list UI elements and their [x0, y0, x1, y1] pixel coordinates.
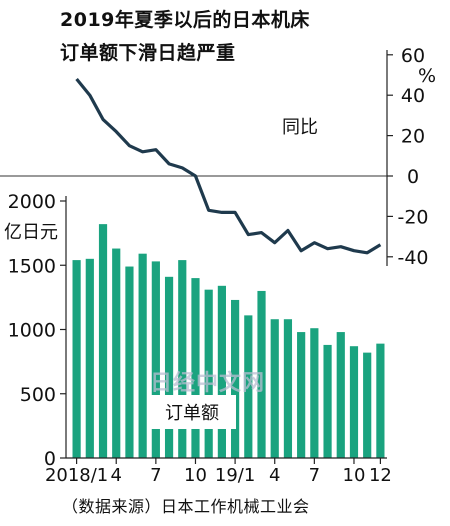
bar-order-amount	[257, 290, 266, 458]
x-axis-tick-label: 7	[309, 465, 320, 486]
chart-title-line1: 2019年夏季以后的日本机床	[60, 9, 310, 31]
left-axis-unit-label: 亿日元	[4, 222, 58, 243]
bar-order-amount	[376, 343, 385, 458]
watermark: 日经中文网	[150, 371, 266, 396]
left-axis-tick-label: 0	[44, 448, 56, 470]
left-axis-tick-label: 500	[20, 384, 56, 406]
bar-order-amount	[98, 224, 108, 458]
bar-order-amount	[297, 332, 306, 458]
x-axis-tick-label: 4	[269, 465, 280, 486]
bar-series-label-box	[148, 395, 236, 429]
bar-order-amount	[138, 253, 147, 458]
bar-order-amount	[323, 344, 332, 458]
left-axis-tick-label: 1500	[8, 255, 56, 277]
chart-title-line2: 订单额下滑日趋严重	[60, 42, 236, 64]
x-axis-tick-label: 19/1	[215, 465, 255, 486]
bar-order-amount	[244, 315, 253, 458]
bar-order-amount	[310, 328, 319, 458]
x-axis-tick-label: 4	[111, 465, 122, 486]
bar-order-amount	[283, 319, 293, 458]
x-axis-tick-label: 7	[150, 465, 161, 486]
x-axis-tick-label: 2018/1	[45, 465, 108, 486]
right-axis-unit-label: %	[418, 65, 436, 87]
bar-order-amount	[125, 266, 134, 458]
bar-order-amount	[85, 258, 94, 458]
bar-order-amount	[72, 260, 81, 458]
right-axis-tick-label: 20	[401, 126, 425, 148]
yoy-line	[75, 77, 382, 255]
line-series-label: 同比	[282, 117, 318, 138]
bar-order-amount	[151, 261, 160, 458]
right-axis-tick-label: 60	[401, 45, 425, 67]
x-axis-tick-label: 10	[343, 465, 366, 486]
left-axis-tick-label: 2000	[8, 191, 56, 213]
bar-order-amount	[270, 319, 279, 458]
x-axis-tick-label: 12	[369, 465, 392, 486]
bar-order-amount	[204, 289, 213, 458]
right-axis-tick-label: 40	[401, 85, 425, 107]
bar-order-amount	[217, 285, 226, 458]
bar-order-amount	[231, 299, 240, 458]
bar-order-amount	[349, 346, 359, 458]
x-axis-tick-label: 10	[184, 465, 207, 486]
right-axis-tick-label: 0	[407, 166, 419, 188]
right-axis-tick-label: -40	[397, 247, 428, 269]
left-axis-tick-label: 1000	[8, 320, 56, 342]
bar-order-amount	[112, 248, 121, 458]
bar-series-label: 订单额	[165, 403, 219, 424]
right-axis-tick-label: -20	[397, 206, 428, 228]
bar-order-amount	[178, 260, 187, 458]
bar-order-amount	[363, 352, 372, 458]
source-note: （数据来源）日本工作机械工业会	[62, 497, 310, 516]
bar-order-amount	[191, 278, 200, 458]
bar-order-amount	[336, 332, 345, 458]
bar-order-amount	[164, 276, 174, 458]
